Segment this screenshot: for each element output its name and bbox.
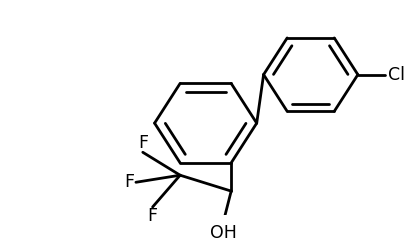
- Text: OH: OH: [209, 224, 236, 242]
- Text: F: F: [137, 134, 147, 152]
- Text: F: F: [147, 207, 157, 225]
- Text: F: F: [124, 173, 134, 191]
- Text: Cl: Cl: [387, 66, 405, 84]
